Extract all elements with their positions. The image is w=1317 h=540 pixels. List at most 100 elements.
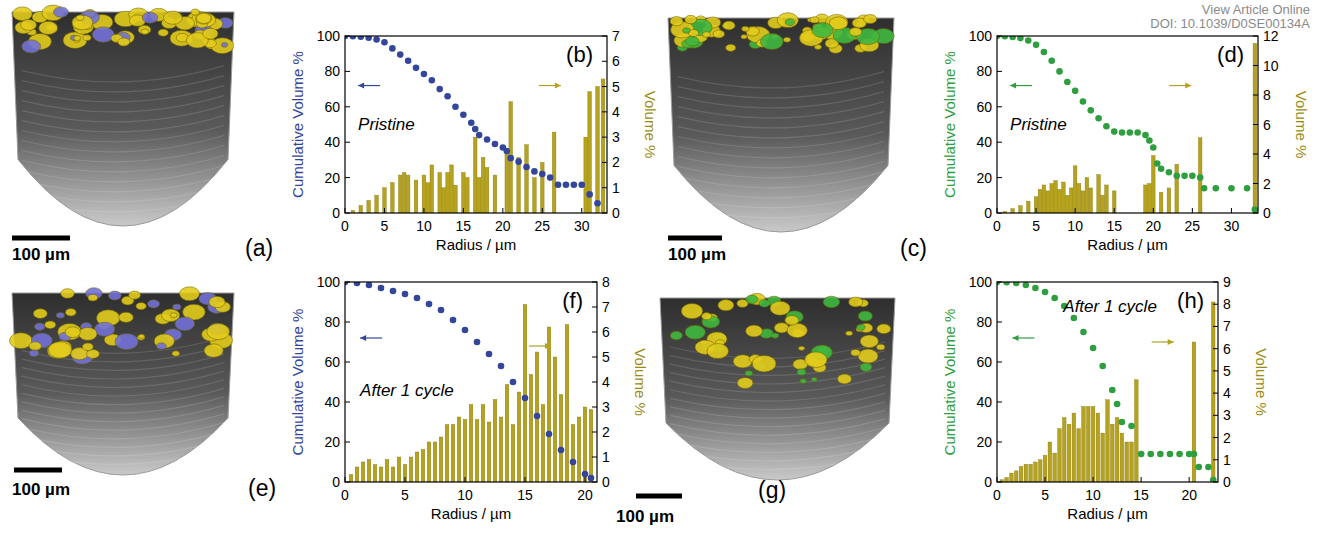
header-doi: DOI: 10.1039/D0SE00134A <box>1150 16 1310 31</box>
particle <box>723 21 735 30</box>
scale-bar-label: 100 µm <box>12 480 70 499</box>
particle <box>138 25 151 34</box>
x-tick-label: 20 <box>495 218 511 234</box>
y-tick-label: 100 <box>969 274 993 290</box>
y2-tick-label: 5 <box>1223 363 1231 379</box>
particle <box>846 331 853 336</box>
y-tick <box>345 482 350 483</box>
histogram-bar <box>552 132 556 213</box>
histogram-bar <box>391 467 395 482</box>
histogram-bar <box>1053 453 1057 482</box>
data-point <box>586 191 593 198</box>
y2-tick-label: 0 <box>602 474 610 490</box>
data-point <box>402 291 409 298</box>
histogram-bar <box>422 175 426 213</box>
texture-streak <box>22 96 224 112</box>
y2-tick <box>1213 459 1218 460</box>
particle <box>158 29 168 36</box>
panel-label: (c) <box>900 235 927 261</box>
particle <box>759 300 770 308</box>
histogram-bar <box>430 165 434 213</box>
histogram-bar <box>1038 460 1042 482</box>
x-tick <box>997 208 998 213</box>
y-tick <box>345 322 350 323</box>
data-point <box>1167 451 1174 458</box>
histogram-bar <box>409 457 413 482</box>
data-point <box>462 327 469 334</box>
y-tick-label: 40 <box>324 134 340 150</box>
y-tick-label: 0 <box>984 205 992 221</box>
histogram-bar <box>349 475 353 483</box>
particle <box>823 296 840 308</box>
y2-tick <box>602 61 607 62</box>
y-tick <box>345 213 350 214</box>
scale-bar-label: 100 µm <box>12 245 70 264</box>
x-tick-label: 5 <box>1032 218 1040 234</box>
histogram-bar <box>1026 201 1030 213</box>
y2-tick-label: 10 <box>1263 58 1279 74</box>
texture-streak <box>670 428 885 444</box>
particle <box>129 291 141 299</box>
data-point <box>1173 173 1180 180</box>
data-point <box>484 136 491 143</box>
histogram-bar <box>451 425 455 483</box>
y-tick-label: 60 <box>976 99 992 115</box>
histogram-bar <box>475 420 479 483</box>
histogram-bar <box>505 385 509 483</box>
y-tick-label: 0 <box>332 205 340 221</box>
particle <box>142 12 158 23</box>
histogram-bar <box>1072 413 1076 482</box>
y2-tick <box>592 357 597 358</box>
scale-bar <box>14 468 62 473</box>
particle <box>39 21 58 34</box>
particle <box>56 313 64 319</box>
y-tick <box>997 213 1002 214</box>
y2-axis-title: Volume % <box>642 91 659 159</box>
histogram-bar <box>601 79 605 213</box>
x-tick <box>1192 208 1193 213</box>
y-axis-title: Cumulative Volume % <box>941 309 958 456</box>
particle <box>118 38 130 46</box>
y-tick-label: 100 <box>317 28 341 44</box>
x-axis-title: Radius / µm <box>1067 505 1147 522</box>
y2-tick-label: 8 <box>1263 87 1271 103</box>
y-tick-label: 20 <box>324 434 340 450</box>
data-point <box>498 363 505 370</box>
data-point <box>1195 464 1202 471</box>
particle <box>203 28 218 39</box>
texture-streak <box>678 82 884 98</box>
data-point <box>555 181 562 188</box>
x-tick-label: 0 <box>993 487 1001 503</box>
histogram-bar <box>1010 473 1014 482</box>
histogram-bar <box>1089 188 1093 213</box>
histogram-bar <box>584 137 588 213</box>
texture-streak <box>678 181 884 197</box>
x-tick <box>1075 208 1076 213</box>
histogram-bar <box>1101 195 1105 213</box>
x-tick-label: 10 <box>416 218 432 234</box>
y-tick-label: 40 <box>976 394 992 410</box>
x-tick <box>1036 208 1037 213</box>
histogram-bar <box>1062 418 1066 482</box>
data-point <box>1080 329 1087 336</box>
texture-streak <box>678 102 884 118</box>
x-tick <box>384 208 385 213</box>
y-tick-label: 60 <box>324 99 340 115</box>
particle <box>797 369 806 375</box>
histogram-bar <box>1253 43 1257 213</box>
data-point <box>405 57 412 64</box>
y2-tick-label: 2 <box>612 154 620 170</box>
texture-streak <box>678 112 884 128</box>
texture-streak <box>678 72 884 88</box>
y2-tick-label: 1 <box>612 180 620 196</box>
particle <box>849 297 863 307</box>
sample-body <box>12 293 234 475</box>
particle <box>65 327 80 338</box>
particle <box>136 303 146 310</box>
data-point <box>1072 88 1079 95</box>
texture-streak <box>670 402 885 418</box>
particle <box>877 344 885 350</box>
histogram-bar <box>481 157 485 213</box>
data-point <box>1042 289 1049 296</box>
histogram-bar <box>421 450 425 483</box>
